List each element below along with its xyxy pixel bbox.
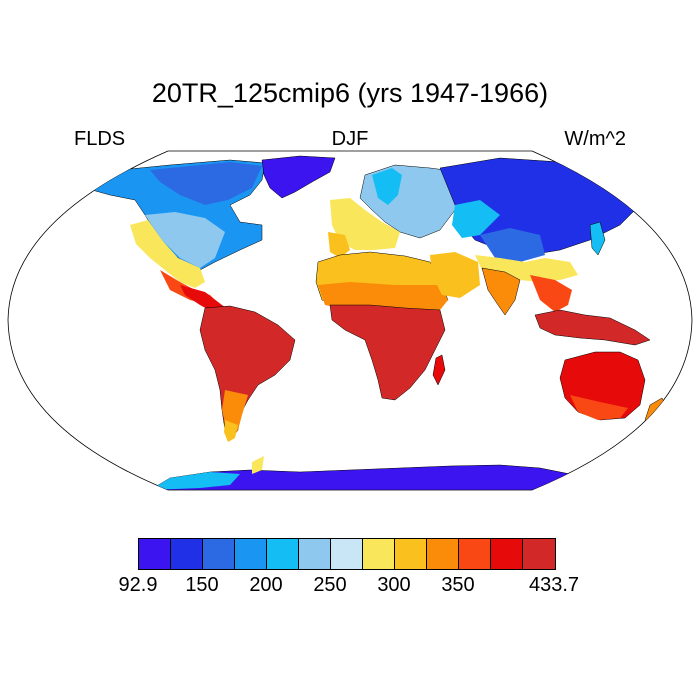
colorbar-swatch (427, 539, 459, 569)
scandinavia (372, 168, 402, 205)
colorbar-tick-label: 350 (441, 574, 475, 596)
central-africa (329, 304, 446, 401)
variable-label: FLDS (74, 128, 126, 150)
colorbar-swatch (203, 539, 235, 569)
sahel (318, 282, 448, 312)
colorbar-swatch (171, 539, 203, 569)
japan (589, 221, 606, 256)
south-asia (475, 255, 578, 282)
north-america-south (130, 220, 205, 288)
australia-south (570, 395, 628, 420)
europe-west (330, 198, 400, 250)
colorbar-swatch (139, 539, 171, 569)
colorbar-swatch (267, 539, 299, 569)
central-asia (452, 200, 500, 238)
middle-east (430, 252, 480, 298)
madagascar (432, 354, 446, 386)
colorbar-swatch (459, 539, 491, 569)
colorbar-tick-label: 433.7 (528, 574, 580, 596)
south-america-tip (224, 420, 238, 442)
colorbar-tick-label: 200 (249, 574, 283, 596)
units-label: W/m^2 (564, 128, 626, 150)
colorbar (138, 538, 556, 570)
colorbar-tick-label: 250 (313, 574, 347, 596)
colorbar-swatch (299, 539, 331, 569)
colorbar-swatch (523, 539, 555, 569)
europe-iberia (328, 232, 350, 258)
antarctica-peninsula (252, 456, 264, 474)
colorbar-swatch (363, 539, 395, 569)
colorbar-swatch (395, 539, 427, 569)
colorbar-swatch (491, 539, 523, 569)
north-america-arctic (150, 162, 262, 205)
indonesia (534, 309, 651, 346)
colorbar-tick-label: 150 (185, 574, 219, 596)
tibet (480, 228, 545, 262)
colorbar-tick-label: 92.9 (118, 574, 158, 596)
colorbar-tick-label: 300 (377, 574, 411, 596)
southeast-asia (530, 275, 572, 312)
greenland (261, 155, 336, 199)
map-title: 20TR_125cmip6 (yrs 1947-1966) (151, 78, 549, 108)
colorbar-swatch (235, 539, 267, 569)
north-america-mid (145, 212, 225, 268)
india (481, 267, 521, 316)
antarctica-coast (150, 472, 240, 490)
season-label: DJF (331, 128, 369, 150)
colorbar-swatch (331, 539, 363, 569)
